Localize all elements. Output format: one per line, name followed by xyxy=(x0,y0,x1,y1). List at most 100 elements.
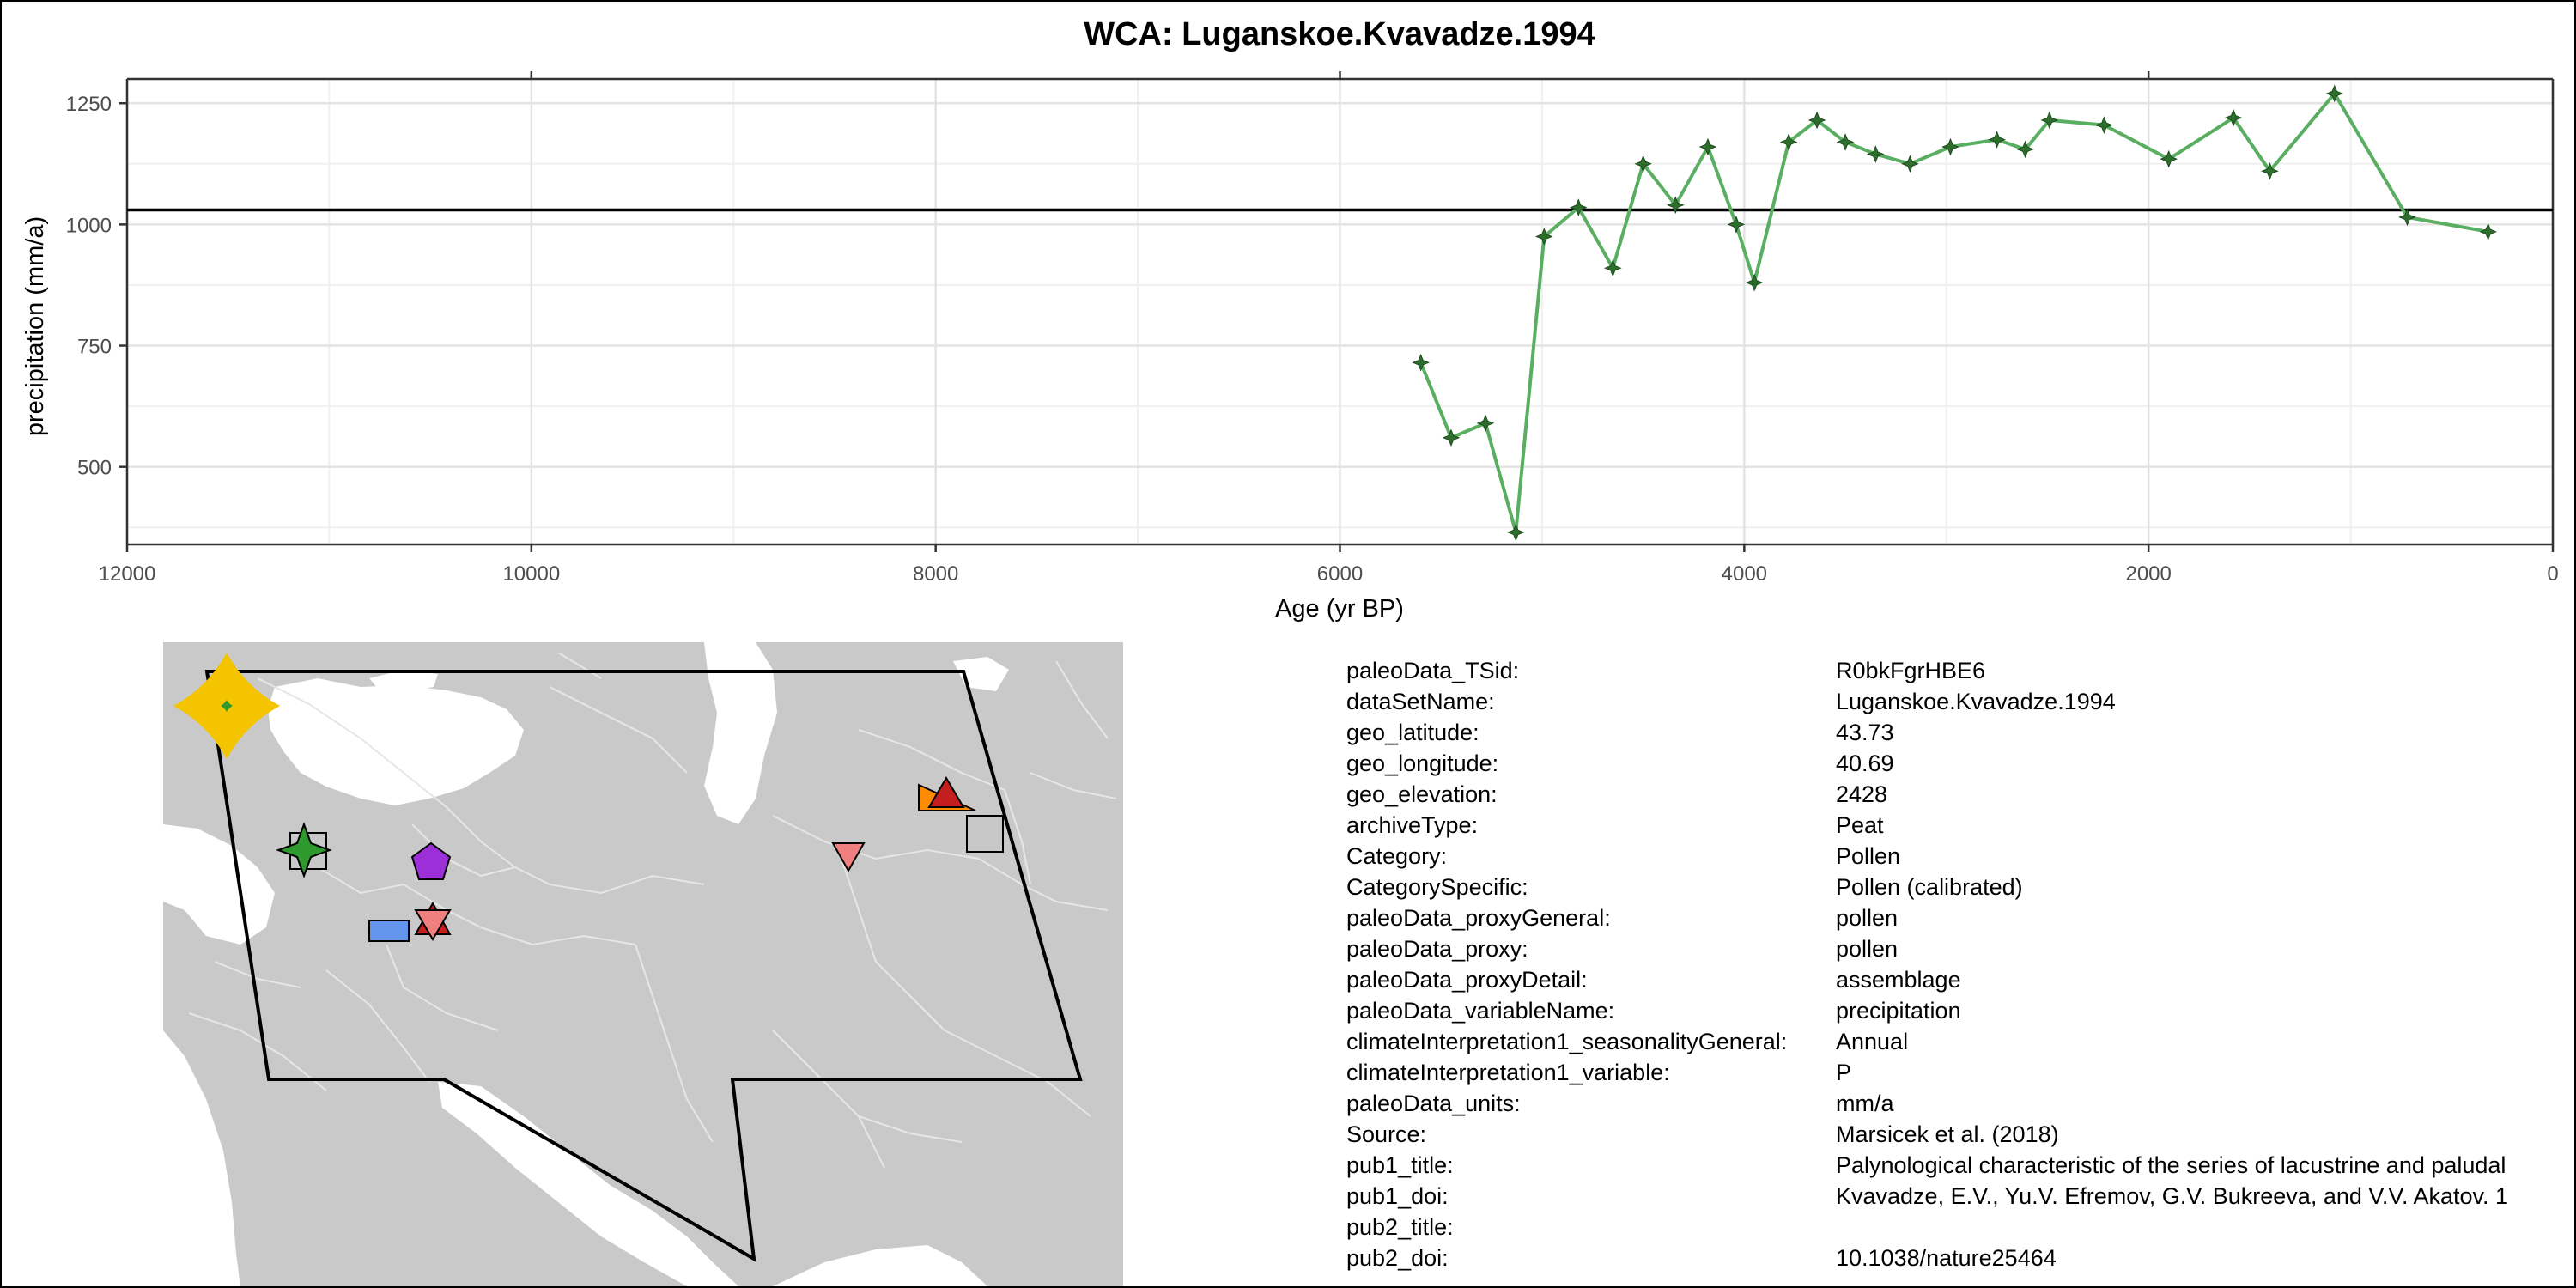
metadata-key: paleoData_TSid: xyxy=(1346,658,1520,683)
metadata-value: mm/a xyxy=(1836,1091,1894,1116)
y-tick-label: 500 xyxy=(77,457,112,480)
black-sea xyxy=(268,678,524,805)
data-point xyxy=(2261,161,2279,180)
pink-star-of-david-marker xyxy=(414,909,452,941)
data-point xyxy=(1836,133,1855,151)
data-point xyxy=(1727,216,1746,234)
pink-triangle-down-marker xyxy=(831,842,866,873)
data-point xyxy=(1941,137,1959,156)
metadata-value: Palynological characteristic of the seri… xyxy=(1836,1152,2506,1178)
metadata-key: paleoData_units: xyxy=(1346,1091,1521,1116)
data-point xyxy=(2040,111,2059,130)
metadata-key: paleoData_proxyDetail: xyxy=(1346,967,1588,993)
persian-gulf xyxy=(438,1082,738,1286)
metadata-key: pub2_doi: xyxy=(1346,1245,1449,1271)
green-star-marker xyxy=(276,822,332,878)
x-axis-label: Age (yr BP) xyxy=(1275,595,1404,623)
target-site-center-dot xyxy=(221,700,233,712)
data-point xyxy=(2160,149,2178,168)
study-region-outline xyxy=(204,670,1083,1262)
data-point xyxy=(1779,133,1798,151)
data-point xyxy=(1745,273,1764,292)
data-point xyxy=(2325,84,2344,103)
metadata-key: paleoData_proxy: xyxy=(1346,936,1528,962)
metadata-value: assemblage xyxy=(1836,967,1961,993)
data-point xyxy=(1506,523,1525,542)
chart-title: WCA: Luganskoe.Kvavadze.1994 xyxy=(1084,16,1595,52)
data-point xyxy=(1534,228,1553,246)
x-tick-label: 10000 xyxy=(502,562,560,586)
metadata-key: pub1_title: xyxy=(1346,1152,1454,1178)
data-point xyxy=(1807,111,1826,130)
y-tick-label: 1250 xyxy=(66,93,112,116)
data-point xyxy=(1867,145,1885,163)
data-point xyxy=(2095,116,2113,134)
x-tick-label: 6000 xyxy=(1317,562,1363,586)
tick-labels: 12000 10000 8000 6000 4000 2000 0 500 750 1000 125… xyxy=(66,93,2559,586)
metadata-value: pollen xyxy=(1836,936,1899,962)
arabian-sea xyxy=(773,1245,987,1286)
metadata-value: Marsicek et al. (2018) xyxy=(1836,1121,2059,1147)
mediterranean-sea xyxy=(163,824,275,945)
red-triangle-marker xyxy=(927,776,965,808)
precipitation-chart: WCA: Luganskoe.Kvavadze.1994 12000 10000 8… xyxy=(21,16,2559,623)
metadata-value: Annual xyxy=(1836,1029,1909,1054)
metadata-value: 40.69 xyxy=(1836,750,1894,776)
data-point xyxy=(1666,196,1685,215)
data-point xyxy=(1634,155,1652,173)
metadata-value: 10.1038/nature25464 xyxy=(1836,1245,2057,1271)
caspian-sea xyxy=(704,642,777,824)
metadata-key: paleoData_variableName: xyxy=(1346,998,1615,1024)
metadata-key: geo_longitude: xyxy=(1346,750,1499,776)
metadata-key: pub2_title: xyxy=(1346,1214,1454,1240)
data-point xyxy=(1901,155,1919,173)
site-markers xyxy=(173,653,1004,942)
metadata-value: pollen xyxy=(1836,905,1899,931)
y-tick-label: 1000 xyxy=(66,214,112,237)
metadata-key: pub1_doi: xyxy=(1346,1183,1449,1209)
x-tick-label: 2000 xyxy=(2125,562,2171,586)
x-tick-label: 0 xyxy=(2547,562,2558,586)
y-tick-label: 750 xyxy=(77,336,112,359)
data-point xyxy=(1442,428,1461,447)
metadata-key: geo_elevation: xyxy=(1346,781,1498,807)
metadata-key: dataSetName: xyxy=(1346,689,1495,714)
x-tick-label: 8000 xyxy=(913,562,958,586)
metadata-key: geo_latitude: xyxy=(1346,720,1479,745)
metadata-key: paleoData_proxyGeneral: xyxy=(1346,905,1611,931)
metadata-value: Kvavadze, E.V., Yu.V. Efremov, G.V. Bukr… xyxy=(1836,1183,2509,1209)
chart-axes xyxy=(119,71,2555,552)
metadata-key: Source: xyxy=(1346,1121,1427,1147)
precipitation-series xyxy=(1412,84,2497,542)
data-point xyxy=(1569,198,1588,216)
gray-square-east-marker xyxy=(966,815,1004,853)
data-point xyxy=(2398,208,2416,227)
metadata-value: 43.73 xyxy=(1836,720,1894,745)
metadata-value: Peat xyxy=(1836,812,1884,838)
metadata-panel: paleoData_TSid: R0bkFgrHBE6 dataSetName: Lu… xyxy=(1346,658,2573,1285)
series-line xyxy=(1419,90,2489,533)
metadata-value: Pollen (calibrated) xyxy=(1836,874,2023,900)
data-point xyxy=(2224,108,2243,127)
metadata-value: Luganskoe.Kvavadze.1994 xyxy=(1836,689,2116,714)
metadata-key: CategorySpecific: xyxy=(1346,874,1528,900)
metadata-value: precipitation xyxy=(1836,998,1961,1024)
x-tick-label: 12000 xyxy=(99,562,156,586)
chart-grid xyxy=(125,79,2555,544)
x-tick-label: 4000 xyxy=(1722,562,1767,586)
data-point xyxy=(2479,222,2497,241)
metadata-value: P xyxy=(1836,1060,1852,1085)
metadata-value: R0bkFgrHBE6 xyxy=(1836,658,1986,683)
metadata-value: Pollen xyxy=(1836,843,1901,869)
sea-of-azov xyxy=(369,670,438,692)
y-axis-label: precipitation (mm/a) xyxy=(21,216,49,436)
data-point xyxy=(1988,131,2006,149)
metadata-key: Category: xyxy=(1346,843,1448,869)
data-point xyxy=(1412,353,1430,372)
metadata-key: climateInterpretation1_variable: xyxy=(1346,1060,1670,1085)
metadata-value: 2428 xyxy=(1836,781,1888,807)
purple-pentagon-marker xyxy=(410,841,452,880)
blue-rectangle-marker xyxy=(368,920,410,942)
